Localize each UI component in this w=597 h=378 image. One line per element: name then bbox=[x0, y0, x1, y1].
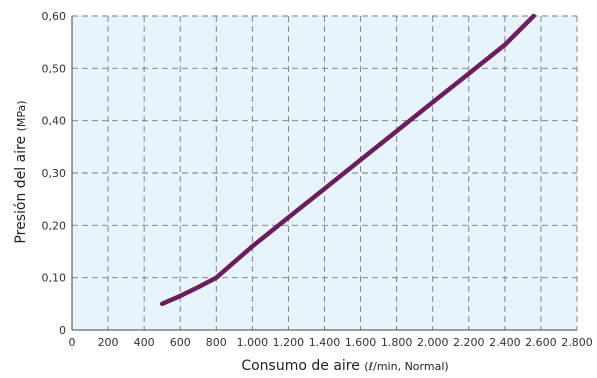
x-tick-label: 800 bbox=[206, 336, 227, 349]
x-axis-unit: (ℓ/min, Normal) bbox=[364, 360, 448, 373]
x-tick-label: 1.400 bbox=[309, 336, 341, 349]
x-tick-label: 1.800 bbox=[381, 336, 413, 349]
series-line bbox=[159, 13, 536, 307]
x-tick-label: 2.400 bbox=[489, 336, 521, 349]
x-tick-label: 600 bbox=[170, 336, 191, 349]
x-tick-labels: 0 200 400 600 800 1.000 1.200 1.400 1.600 1.800 2.… bbox=[69, 336, 593, 349]
x-tick-label: 0 bbox=[69, 336, 76, 349]
x-tick-label: 2.200 bbox=[453, 336, 485, 349]
grid-lines bbox=[72, 15, 578, 330]
x-tick-label: 1.200 bbox=[273, 336, 305, 349]
x-tick-label: 2.800 bbox=[561, 336, 593, 349]
y-tick-labels: 0 0,10 0,20 0,30 0,40 0,50 0,60 bbox=[42, 10, 67, 337]
x-tick-label: 200 bbox=[98, 336, 119, 349]
y-tick-label: 0,10 bbox=[42, 272, 67, 285]
x-tick-label: 1.000 bbox=[237, 336, 269, 349]
series-group bbox=[159, 13, 536, 307]
x-tick-label: 2.600 bbox=[525, 336, 557, 349]
y-tick-label: 0,50 bbox=[42, 62, 67, 75]
y-tick-label: 0,40 bbox=[42, 115, 67, 128]
y-tick-label: 0 bbox=[59, 324, 66, 337]
x-tick-label: 1.600 bbox=[345, 336, 377, 349]
x-tick-label: 2.000 bbox=[417, 336, 449, 349]
y-axis-title: Presión del aire (MPa) bbox=[13, 100, 29, 243]
x-tick-label: 400 bbox=[134, 336, 155, 349]
x-axis-label: Consumo de aire bbox=[241, 358, 360, 374]
y-tick-label: 0,20 bbox=[42, 219, 67, 232]
y-tick-label: 0,60 bbox=[42, 10, 67, 23]
y-tick-label: 0,30 bbox=[42, 167, 67, 180]
axes bbox=[71, 16, 577, 331]
y-axis-unit: (MPa) bbox=[15, 100, 28, 131]
y-axis-label: Presión del aire bbox=[13, 136, 29, 244]
x-axis-title: Consumo de aire (ℓ/min, Normal) bbox=[241, 358, 448, 374]
